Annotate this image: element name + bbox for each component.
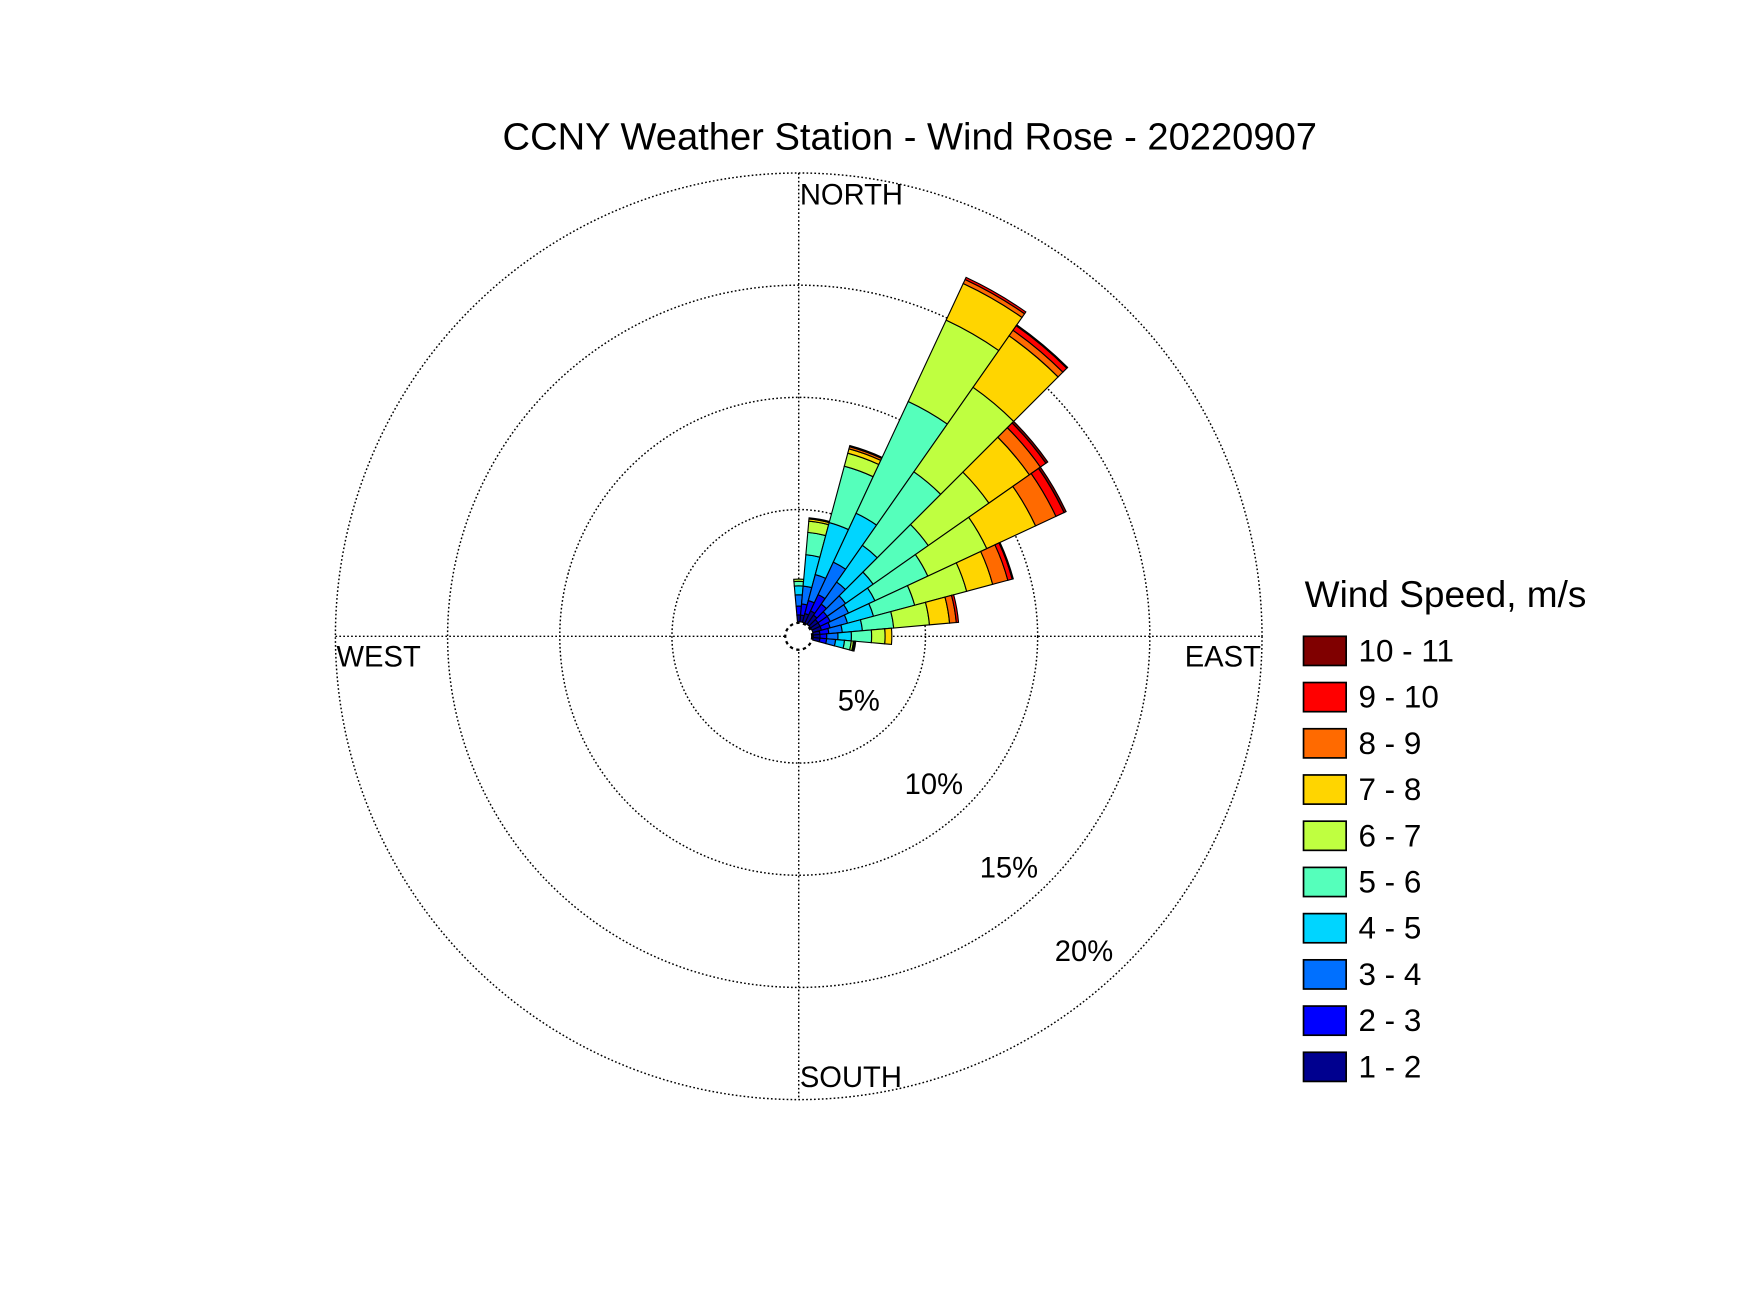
legend-label: 1 - 2 <box>1358 1049 1421 1084</box>
legend-swatch <box>1302 727 1347 759</box>
wedge <box>793 580 805 587</box>
grid-ring <box>334 172 1263 1101</box>
legend-swatch <box>1302 1051 1347 1083</box>
ring-label: 5% <box>838 686 880 718</box>
legend-swatch <box>1302 681 1347 713</box>
legend-label: 7 - 8 <box>1358 772 1421 807</box>
wedge <box>1037 466 1067 514</box>
legend-label: 10 - 11 <box>1358 633 1453 668</box>
legend-swatch <box>1302 635 1347 667</box>
wedge <box>964 276 1027 315</box>
direction-label: WEST <box>337 641 421 673</box>
calm-circle <box>784 621 814 651</box>
wedge <box>1011 420 1049 465</box>
wedge <box>793 585 804 596</box>
direction-label: NORTH <box>800 179 903 211</box>
legend-label: 8 - 9 <box>1358 726 1421 761</box>
legend-swatch <box>1302 1005 1347 1037</box>
wedge <box>950 594 960 624</box>
legend: 10 - 11 9 - 10 8 - 9 7 - 8 6 - 7 5 - 6 4 - 5 3 … <box>1302 633 1454 1084</box>
legend-swatch <box>1302 866 1347 898</box>
legend-title: Wind Speed, m/s <box>1305 573 1587 615</box>
legend-swatch <box>1302 820 1347 852</box>
legend-label: 2 - 3 <box>1358 1003 1421 1038</box>
legend-swatch <box>1302 912 1347 944</box>
ring-label: 15% <box>980 852 1038 884</box>
wedge <box>852 640 857 652</box>
legend-swatch <box>1302 774 1347 805</box>
legend-label: 4 - 5 <box>1358 911 1421 946</box>
wedge <box>793 578 805 583</box>
wedge <box>870 628 886 645</box>
wedge <box>998 541 1014 580</box>
legend-label: 5 - 6 <box>1358 865 1421 900</box>
labels: 5% 10% 15% 20% NORTH EAST SOUTH WEST <box>337 179 1262 1094</box>
ring-label: 20% <box>1055 936 1113 968</box>
wedge <box>1015 324 1069 369</box>
grid <box>334 172 1263 1101</box>
legend-label: 6 - 7 <box>1358 818 1421 853</box>
direction-label: SOUTH <box>800 1062 902 1094</box>
chart-title: CCNY Weather Station - Wind Rose - 20220… <box>503 115 1317 158</box>
legend-label: 3 - 4 <box>1358 957 1421 992</box>
wedges <box>793 276 1069 652</box>
ring-label: 10% <box>905 769 963 801</box>
wedge <box>884 627 893 646</box>
legend-label: 9 - 10 <box>1358 680 1438 715</box>
direction-label: EAST <box>1185 641 1261 673</box>
legend-swatch <box>1302 958 1347 990</box>
